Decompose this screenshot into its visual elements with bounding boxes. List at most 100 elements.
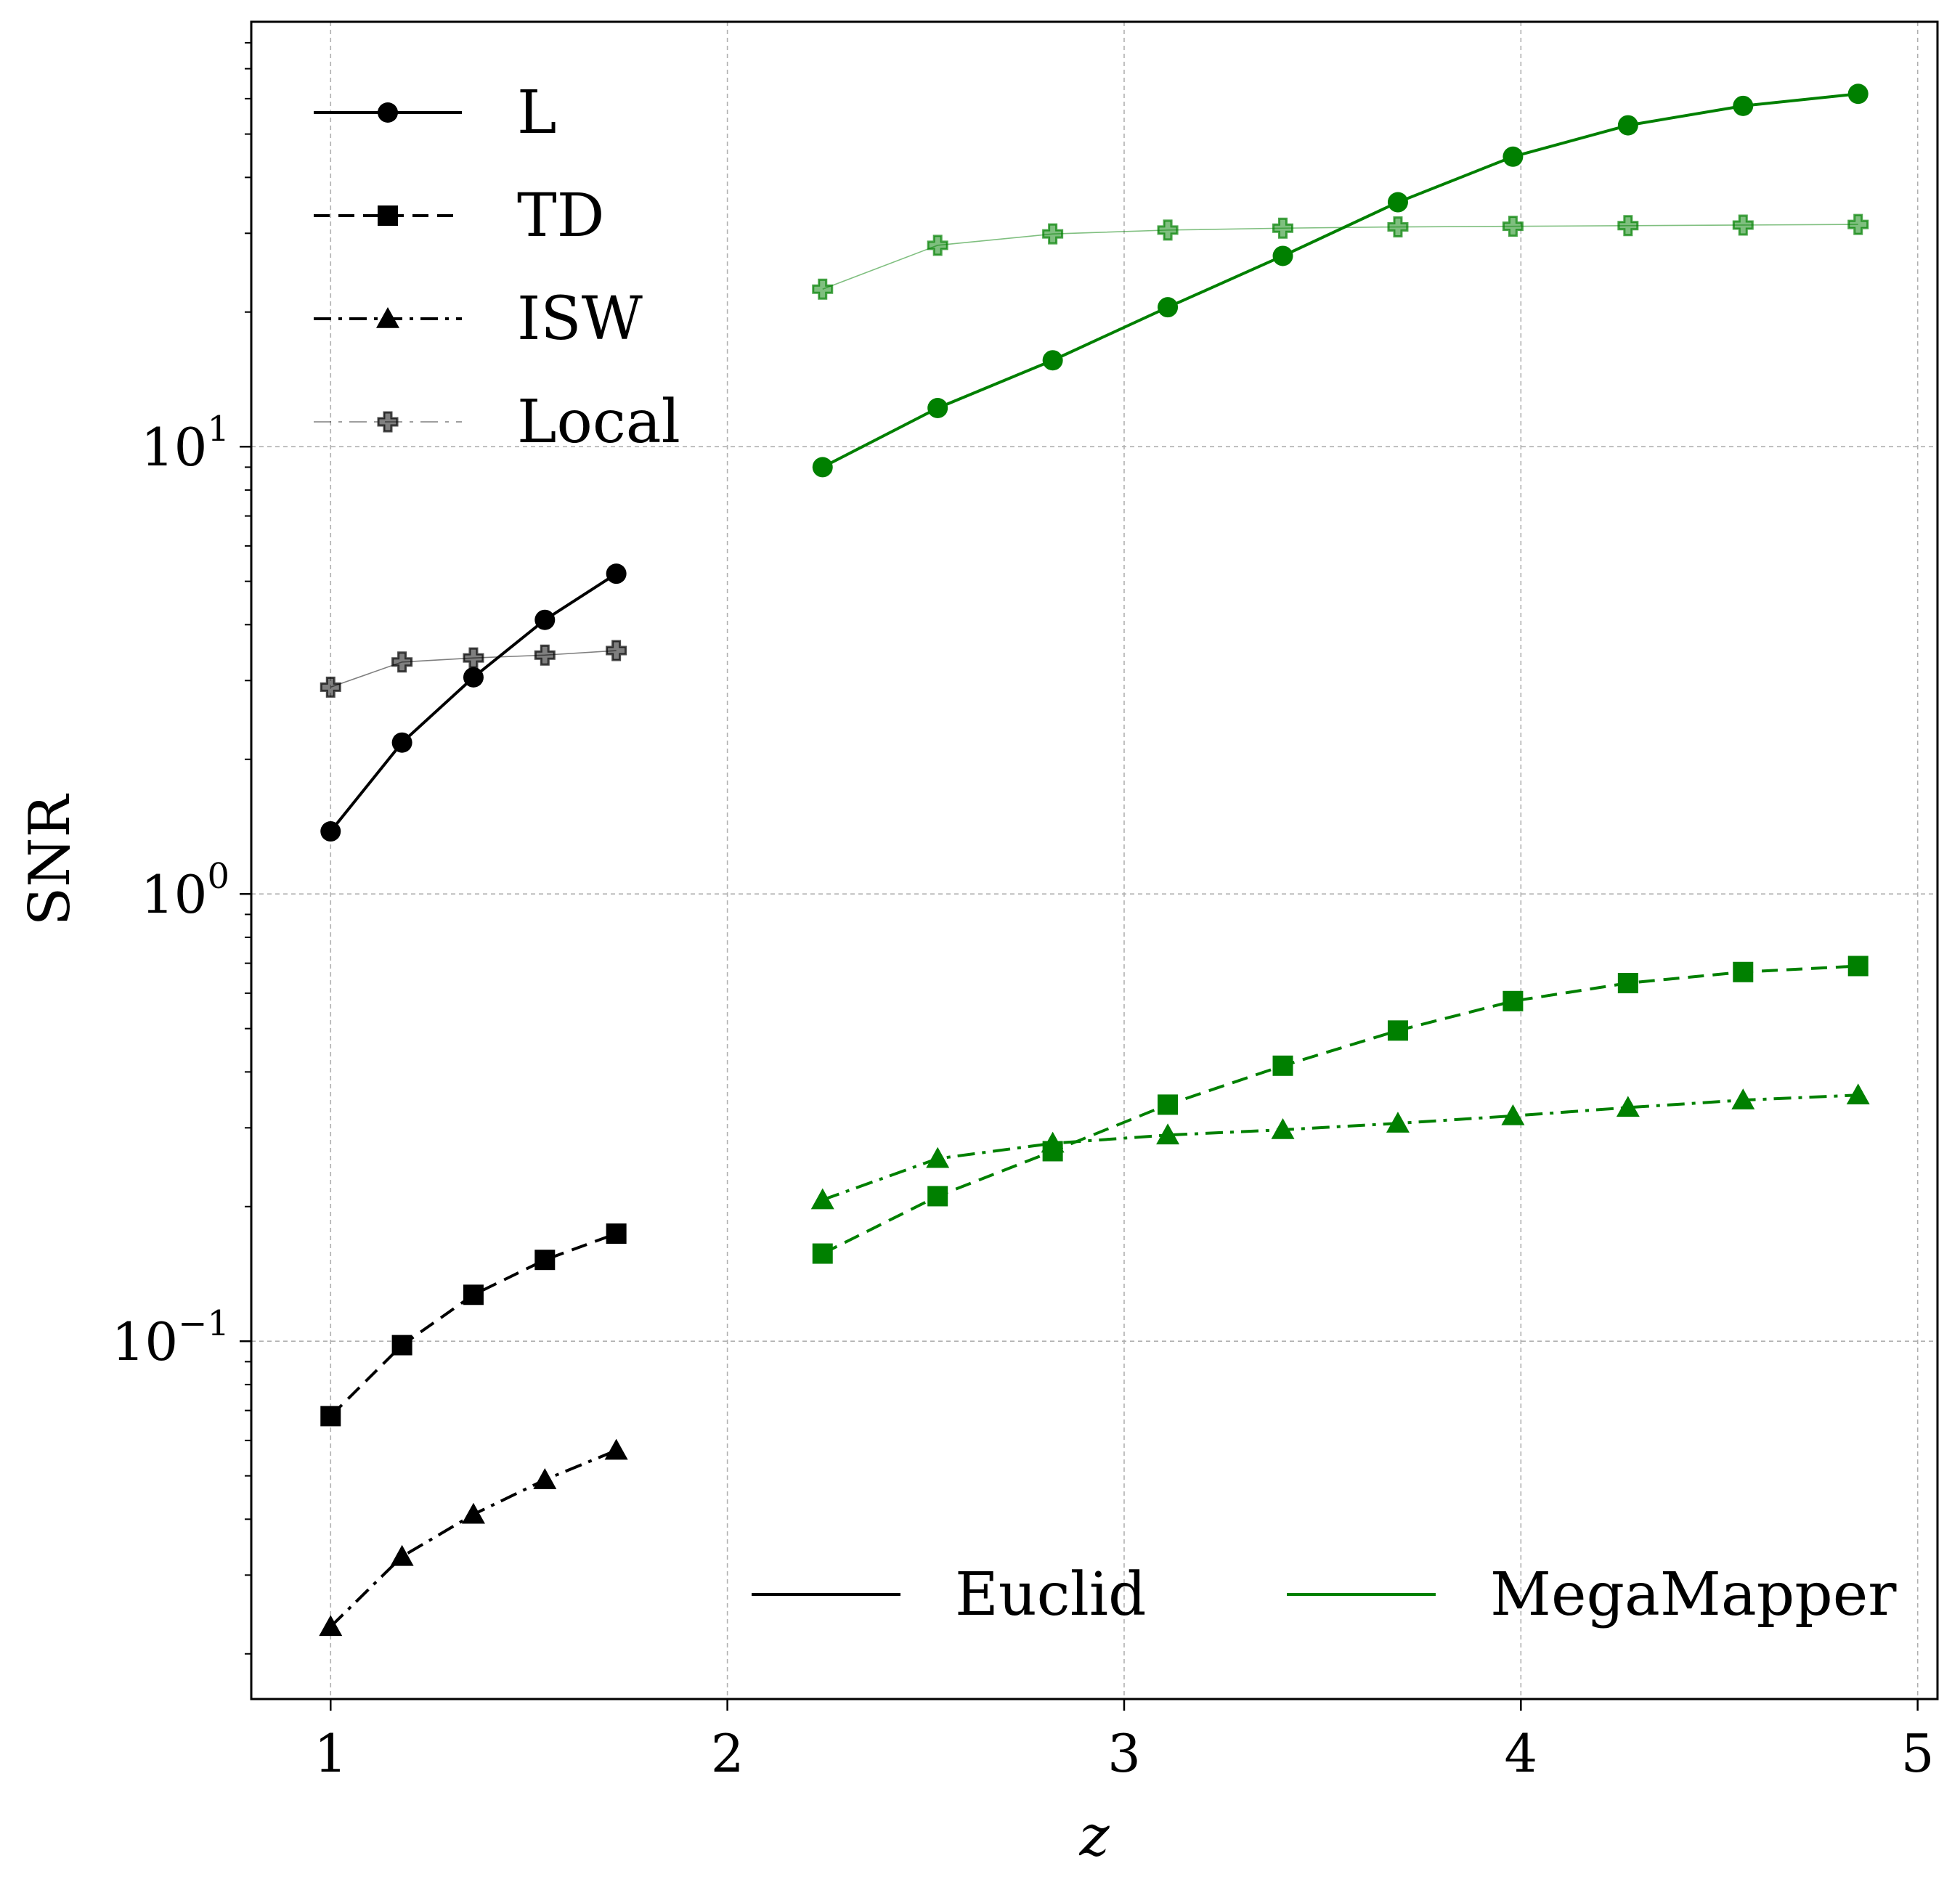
- legend-styles: L TD ISW Local: [314, 78, 680, 457]
- data-point: [1272, 1055, 1293, 1076]
- data-point: [812, 457, 833, 478]
- legend-surveys: Euclid MegaMapper: [752, 1560, 1897, 1629]
- data-point: [1387, 192, 1408, 213]
- series-line: [821, 92, 1858, 469]
- x-tick-label: 1: [314, 1723, 347, 1784]
- data-point: [1386, 1112, 1410, 1133]
- legend-entry-td: TD: [314, 182, 604, 250]
- data-point: [1272, 245, 1293, 266]
- data-point: [812, 1243, 833, 1264]
- data-point: [1616, 1096, 1640, 1117]
- data-point: [320, 1406, 341, 1427]
- data-point: [606, 1223, 627, 1245]
- data-point: [1158, 1094, 1179, 1115]
- data-point: [1617, 972, 1638, 993]
- data-point: [1846, 1083, 1870, 1105]
- legend-label: Local: [517, 388, 680, 457]
- data-point: [1501, 1104, 1525, 1125]
- series-line: [821, 964, 1858, 1255]
- data-point: [927, 235, 948, 256]
- data-point: [606, 640, 627, 661]
- x-tick-label: 3: [1107, 1723, 1141, 1784]
- data-point: [604, 1438, 628, 1460]
- series-line: [822, 1093, 1858, 1202]
- data-point: [1502, 216, 1524, 237]
- data-point: [378, 102, 398, 123]
- data-point: [391, 651, 413, 673]
- data-point: [1387, 216, 1409, 238]
- data-point: [463, 1284, 484, 1305]
- data-point: [463, 647, 484, 669]
- data-point: [1271, 1117, 1295, 1139]
- series-euclid-local: [320, 640, 627, 698]
- legend-label: ISW: [517, 285, 643, 354]
- legend-entry-local: Local: [314, 388, 680, 457]
- data-point: [1617, 115, 1638, 136]
- data-point: [378, 205, 398, 226]
- data-point: [1157, 219, 1179, 241]
- legend-label: TD: [517, 182, 604, 250]
- legend-entry-megamapper: MegaMapper: [1287, 1560, 1897, 1629]
- x-tick-label: 5: [1901, 1723, 1935, 1784]
- data-point: [320, 821, 341, 842]
- x-axis-label: z: [1078, 1804, 1110, 1869]
- data-point: [391, 732, 412, 753]
- legend-label: MegaMapper: [1490, 1560, 1897, 1629]
- data-point: [1733, 95, 1754, 116]
- data-point: [1042, 223, 1064, 245]
- data-point: [810, 1188, 834, 1210]
- data-point: [1847, 83, 1868, 105]
- data-point: [1847, 213, 1869, 235]
- data-point: [463, 667, 484, 688]
- data-point: [390, 1544, 414, 1566]
- legend-label: L: [517, 78, 556, 147]
- grid: [251, 22, 1937, 1699]
- data-point: [1041, 1131, 1065, 1153]
- data-point: [1158, 297, 1179, 318]
- series-megamapper-isw: [810, 1083, 1870, 1210]
- data-point: [1387, 1020, 1408, 1041]
- data-point: [1732, 214, 1754, 236]
- data-point: [1502, 990, 1524, 1011]
- plot-frame: [250, 20, 1939, 1700]
- x-tick-label: 4: [1504, 1723, 1537, 1784]
- data-point: [606, 563, 627, 584]
- data-point: [320, 676, 341, 698]
- y-axis-label: SNR: [17, 794, 83, 926]
- data-point: [927, 398, 948, 419]
- data-point: [377, 411, 399, 433]
- data-point: [1733, 961, 1754, 982]
- data-point: [927, 1186, 948, 1207]
- x-tick-label: 2: [711, 1723, 744, 1784]
- legend-label: Euclid: [955, 1560, 1147, 1629]
- data-point: [1731, 1088, 1755, 1109]
- series-euclid-isw: [319, 1438, 628, 1637]
- series-euclid-td: [320, 1223, 627, 1427]
- data-point: [391, 1335, 412, 1356]
- data-point: [533, 1468, 557, 1489]
- data-point: [1847, 956, 1868, 977]
- data-point: [534, 1250, 556, 1271]
- data-point: [812, 278, 834, 300]
- data-point: [376, 307, 399, 328]
- data-point: [1156, 1123, 1180, 1145]
- data-point: [534, 644, 556, 666]
- data-point: [534, 609, 556, 630]
- series-megamapper-l: [812, 83, 1868, 478]
- series-euclid-l: [320, 563, 627, 842]
- data-point: [1617, 215, 1639, 237]
- data-point: [1502, 146, 1524, 167]
- data-point: [1272, 217, 1294, 239]
- plot-series: [319, 83, 1870, 1637]
- data-point: [461, 1502, 485, 1524]
- series-megamapper-local: [812, 213, 1869, 300]
- data-point: [1042, 350, 1063, 371]
- legend-entry-l: L: [314, 78, 556, 147]
- legend-entry-isw: ISW: [314, 285, 643, 354]
- legend-entry-euclid: Euclid: [752, 1560, 1147, 1629]
- data-point: [926, 1146, 950, 1168]
- data-point: [319, 1615, 343, 1637]
- series-line: [822, 224, 1858, 290]
